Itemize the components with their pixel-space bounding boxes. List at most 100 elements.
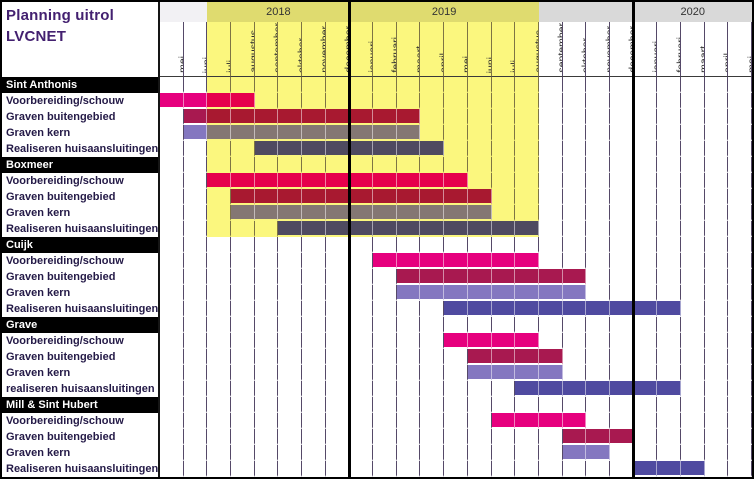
grid-cell: [728, 109, 752, 125]
grid-cell: [396, 461, 421, 477]
grid-cell: [609, 461, 634, 477]
gantt-bar-cell: [183, 125, 208, 141]
month-cell: december: [325, 22, 350, 77]
grid-cell: [538, 461, 563, 477]
grid-cell: [680, 189, 705, 205]
grid-cell: [420, 109, 445, 125]
grid-cell: [373, 317, 397, 333]
gantt-bar-cell: [420, 269, 445, 285]
grid-cell: [586, 157, 610, 173]
month-cell: november: [586, 22, 610, 77]
month-cell: april: [420, 22, 445, 77]
year-band-2019: 2019: [349, 2, 539, 22]
grid-cell: [728, 461, 752, 477]
grid-cell: [515, 205, 539, 221]
gantt-bar-cell: [373, 221, 397, 237]
grid-cell: [633, 173, 658, 189]
grid-cell: [231, 445, 255, 461]
grid-cell: [420, 461, 445, 477]
task-label: Realiseren huisaansluitingen: [6, 303, 158, 315]
grid-cell: [444, 413, 468, 429]
grid-cell: [207, 285, 232, 301]
grid-cell: [609, 445, 634, 461]
gantt-bar-cell: [491, 365, 516, 381]
grid-cell: [325, 365, 350, 381]
month-cell: juni: [467, 22, 492, 77]
grid-cell: [231, 429, 255, 445]
grid-cell: [657, 109, 681, 125]
grid-cell: [657, 189, 681, 205]
grid-cell: [680, 125, 705, 141]
grid-cell: [278, 365, 303, 381]
grid-cell: [704, 301, 729, 317]
task-label: Realiseren huisaansluitingen: [6, 463, 158, 475]
grid-cell: [349, 77, 374, 93]
grid-cell: [254, 365, 279, 381]
grid-cell: [538, 397, 563, 413]
grid-cell: [609, 109, 634, 125]
gantt-bar-cell: [396, 173, 421, 189]
grid-cell: [515, 157, 539, 173]
gantt-bar-cell: [207, 109, 232, 125]
grid-cell: [538, 205, 563, 221]
grid-cell: [657, 253, 681, 269]
grid-cell: [586, 205, 610, 221]
gantt-bar-cell: [373, 125, 397, 141]
grid-cell: [254, 221, 279, 237]
grid-cell: [633, 125, 658, 141]
gantt-bar-cell: [325, 109, 350, 125]
grid-cell: [420, 301, 445, 317]
grid-cell: [538, 317, 563, 333]
gantt-bar-cell: [278, 189, 303, 205]
grid-cell: [302, 461, 326, 477]
year-label: 2018: [266, 6, 291, 18]
grid-cell: [325, 269, 350, 285]
grid-cell: [538, 125, 563, 141]
gantt-bar-cell: [586, 445, 610, 461]
gantt-bar-cell: [396, 285, 421, 301]
grid-cell: [728, 141, 752, 157]
grid-cell: [680, 93, 705, 109]
gantt-bar-cell: [420, 285, 445, 301]
grid-cell: [538, 221, 563, 237]
grid-cell: [160, 429, 184, 445]
grid-cell: [302, 269, 326, 285]
gantt-bar-cell: [444, 269, 468, 285]
grid-cell: [373, 381, 397, 397]
grid-cell: [325, 157, 350, 173]
gantt-bar-cell: [420, 141, 445, 157]
gantt-bar-cell: [183, 93, 208, 109]
grid-cell: [515, 237, 539, 253]
grid-cell: [396, 413, 421, 429]
grid-cell: [302, 349, 326, 365]
grid-cell: [444, 237, 468, 253]
grid-cell: [396, 365, 421, 381]
grid-cell: [373, 301, 397, 317]
grid-cell: [728, 253, 752, 269]
grid-cell: [254, 397, 279, 413]
grid-cell: [349, 301, 374, 317]
grid-cell: [586, 317, 610, 333]
gantt-bar-cell: [633, 381, 658, 397]
gantt-bar-cell: [444, 189, 468, 205]
gantt-bar-cell: [491, 349, 516, 365]
grid-cell: [704, 429, 729, 445]
grid-cell: [254, 301, 279, 317]
gantt-bar-cell: [444, 333, 468, 349]
grid-cell: [633, 253, 658, 269]
gantt-bar-cell: [467, 285, 492, 301]
grid-cell: [704, 205, 729, 221]
gantt-bar-cell: [231, 205, 255, 221]
grid-cell: [704, 141, 729, 157]
gantt-bar-cell: [609, 429, 634, 445]
grid-cell: [704, 349, 729, 365]
month-cell: oktober: [562, 22, 587, 77]
grid-cell: [491, 141, 516, 157]
grid-cell: [704, 269, 729, 285]
grid-cell: [728, 365, 752, 381]
grid-cell: [207, 429, 232, 445]
grid-cell: [467, 93, 492, 109]
grid-cell: [254, 269, 279, 285]
grid-cell: [254, 461, 279, 477]
grid-cell: [231, 397, 255, 413]
